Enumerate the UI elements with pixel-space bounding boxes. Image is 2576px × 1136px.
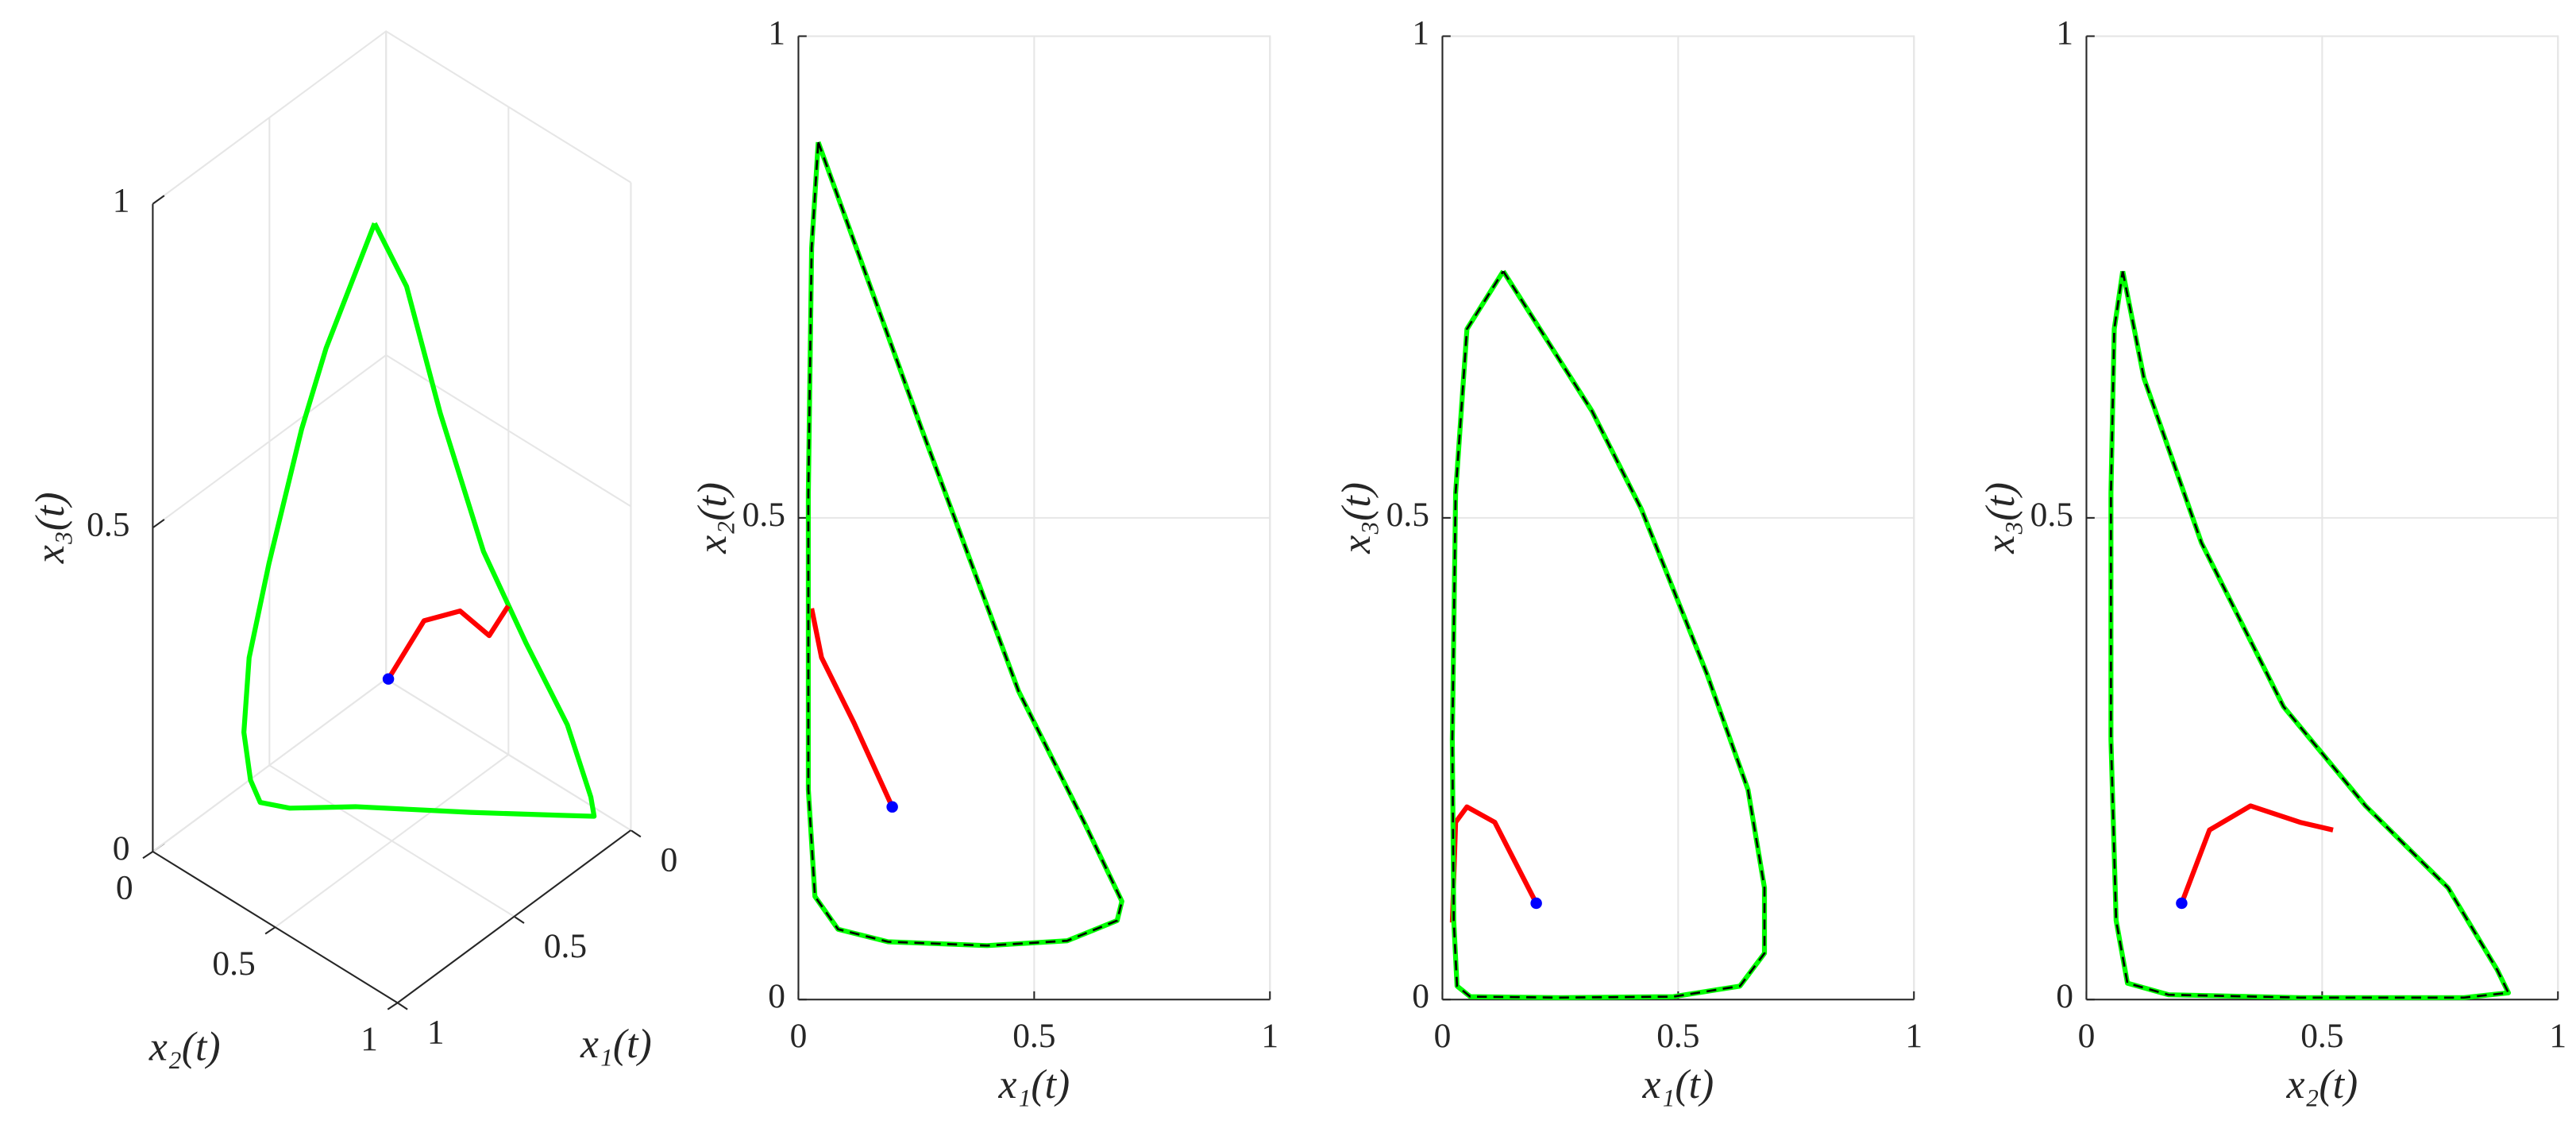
tick-mark	[630, 829, 642, 838]
y-tick-label: 1	[768, 14, 785, 52]
x-tick-label: 0	[2078, 1017, 2096, 1055]
tick-mark	[387, 1002, 399, 1010]
x-axis-label: x₁(t)	[997, 1062, 1070, 1107]
x-tick-label: 0.5	[2300, 1017, 2343, 1055]
y-tick-label: 0	[1412, 977, 1429, 1015]
trajectory-dashed	[1451, 270, 1766, 999]
x-tick-label: 0.5	[1656, 1017, 1699, 1055]
x-tick-label: 0.5	[544, 927, 587, 965]
y-tick-label: 0.5	[1386, 496, 1429, 534]
grid-line	[152, 30, 631, 205]
y-tick-label: 1	[2056, 14, 2073, 52]
y-axis-label: x₃(t)	[1334, 482, 1379, 554]
x-tick-label: 0.5	[1012, 1017, 1055, 1055]
y-tick-label: 0.5	[212, 945, 255, 983]
z-tick-label: 1	[113, 182, 130, 220]
tick-mark	[152, 195, 165, 205]
y-tick-label: 1	[1412, 14, 1429, 52]
x-tick-label: 0	[661, 840, 678, 879]
trajectory	[241, 222, 597, 819]
start-point	[1530, 897, 1542, 910]
trajectory	[2179, 803, 2334, 905]
start-point	[2176, 897, 2188, 910]
x-axis-label: x₁(t)	[1641, 1062, 1714, 1107]
x-axis-label: x₂(t)	[2285, 1062, 2358, 1107]
y-axis-label: x₃(t)	[1978, 482, 2023, 554]
y-tick-label: 0.5	[2030, 496, 2073, 534]
x-tick-label: 1	[427, 1014, 445, 1052]
trajectory	[1449, 804, 1539, 923]
grid-line	[152, 678, 387, 852]
tick-mark	[513, 915, 525, 924]
grid-line	[274, 754, 509, 929]
trajectory-dashed	[807, 141, 1124, 947]
x-tick-label: 0	[790, 1017, 808, 1055]
trajectory	[1449, 269, 1768, 1000]
z-axis-label: x₃(t)	[28, 492, 73, 564]
y-axis-label: x₂(t)	[690, 482, 735, 554]
z-tick-label: 0	[113, 829, 130, 867]
y-tick-label: 0.5	[742, 496, 785, 534]
x-tick-label: 1	[1905, 1017, 1922, 1055]
y-tick-label: 0	[2056, 977, 2073, 1015]
axis-lines	[152, 203, 632, 1004]
start-point	[886, 801, 898, 813]
y-tick-label: 0	[116, 869, 133, 907]
y-tick-label: 0	[768, 977, 785, 1015]
x-axis-label: x₁(t)	[580, 1022, 652, 1067]
y-tick-label: 1	[361, 1020, 378, 1058]
x-tick-label: 1	[1261, 1017, 1278, 1055]
trajectory	[386, 605, 511, 681]
tick-mark	[397, 1002, 408, 1010]
start-point	[382, 673, 395, 685]
z-tick-label: 0.5	[87, 505, 129, 543]
y-axis-label: x₂(t)	[148, 1024, 221, 1069]
trajectory	[809, 608, 895, 808]
grid-line	[152, 354, 631, 529]
trajectory-dashed	[2110, 271, 2510, 999]
tick-mark	[264, 926, 276, 935]
x-tick-label: 0	[1434, 1017, 1452, 1055]
tick-mark	[152, 519, 165, 529]
x-tick-label: 1	[2549, 1017, 2566, 1055]
tick-mark	[142, 851, 153, 860]
